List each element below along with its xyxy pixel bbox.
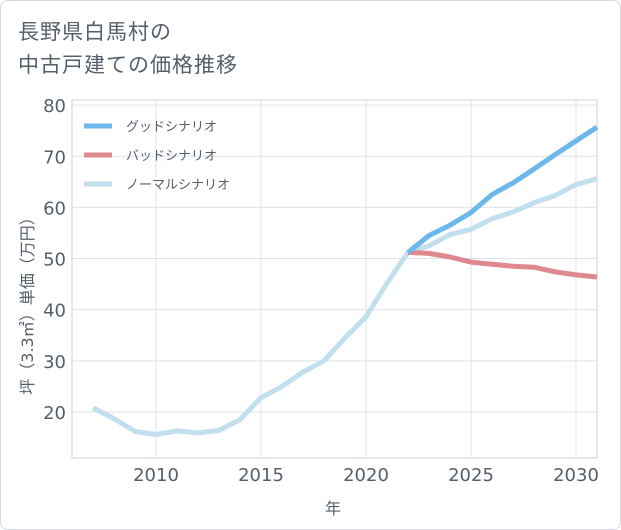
series-lines xyxy=(91,125,599,437)
x-tick-label: 2010 xyxy=(133,465,179,486)
x-tick-label: 2020 xyxy=(343,465,389,486)
chart-title-line-1: 長野県白馬村の xyxy=(18,20,172,44)
y-tick-label: 40 xyxy=(43,301,66,322)
x-tick-label: 2015 xyxy=(238,465,284,486)
y-tick-label: 60 xyxy=(43,198,66,219)
y-tick-label: 30 xyxy=(43,352,66,373)
y-axis-label: 坪（3.3㎡）単価（万円） xyxy=(18,209,37,394)
x-tick-label: 2025 xyxy=(448,465,494,486)
chart-title-line-2: 中古戸建ての価格推移 xyxy=(18,53,238,77)
plot-area xyxy=(71,99,598,459)
y-tick-label: 20 xyxy=(43,403,66,424)
legend-label: ノーマルシナリオ xyxy=(126,178,230,193)
chart-title: 長野県白馬村の 中古戸建ての価格推移 xyxy=(18,16,238,82)
legend-label: バッドシナリオ xyxy=(126,149,217,164)
grid-lines xyxy=(71,99,598,459)
series-line-2 xyxy=(407,249,598,280)
y-tick-label: 80 xyxy=(43,96,66,117)
y-tick-label: 50 xyxy=(43,250,66,271)
x-tick-label: 2030 xyxy=(553,465,599,486)
series-line-3 xyxy=(91,176,598,437)
legend-label: グッドシナリオ xyxy=(126,120,217,135)
y-tick-label: 70 xyxy=(43,147,66,168)
x-axis-label: 年 xyxy=(325,499,341,518)
series-line-1 xyxy=(406,125,599,255)
